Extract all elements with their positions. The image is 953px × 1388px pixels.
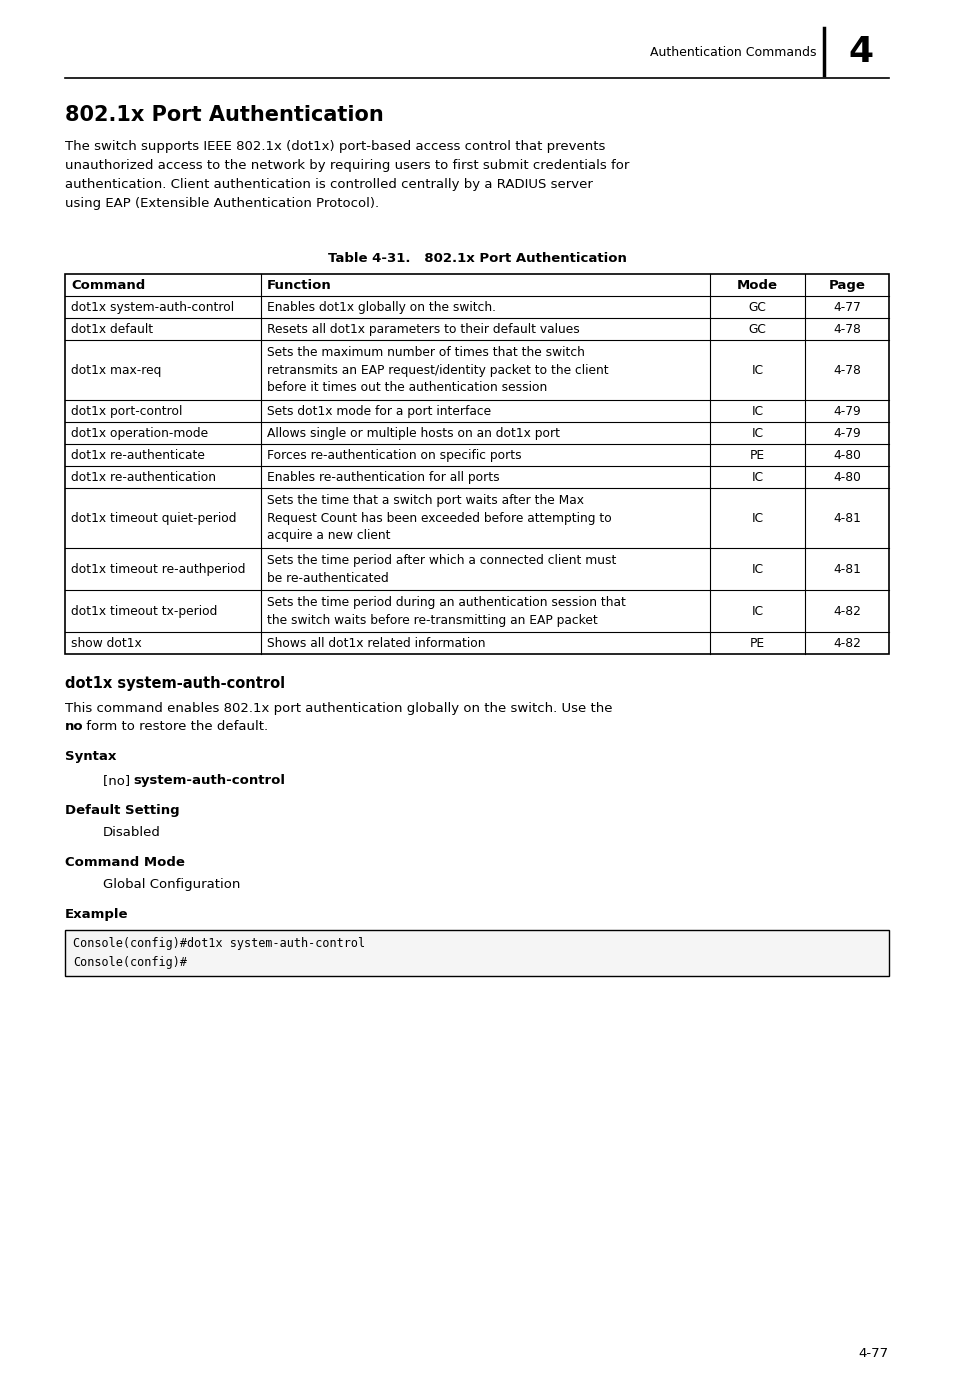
Text: Sets the time period after which a connected client must
be re-authenticated: Sets the time period after which a conne… [267,554,616,584]
Text: This command enables 802.1x port authentication globally on the switch. Use the: This command enables 802.1x port authent… [65,702,612,715]
Text: 4-78: 4-78 [832,364,860,376]
Text: dot1x operation-mode: dot1x operation-mode [71,426,208,440]
Text: IC: IC [751,404,762,418]
Bar [65,273,888,654]
Text: IC: IC [751,426,762,440]
Text: Shows all dot1x related information: Shows all dot1x related information [267,637,485,650]
Text: 4-81: 4-81 [832,562,860,576]
Text: 4-81: 4-81 [832,512,860,525]
Text: 4-77: 4-77 [832,300,860,314]
Text: dot1x re-authentication: dot1x re-authentication [71,471,215,483]
Text: dot1x re-authenticate: dot1x re-authenticate [71,448,205,461]
Text: dot1x system-auth-control: dot1x system-auth-control [65,676,285,691]
Text: Global Configuration: Global Configuration [103,879,240,891]
Text: system-auth-control: system-auth-control [132,775,285,787]
Text: 4-80: 4-80 [832,448,860,461]
Text: PE: PE [749,637,764,650]
Text: dot1x timeout re-authperiod: dot1x timeout re-authperiod [71,562,245,576]
Text: Allows single or multiple hosts on an dot1x port: Allows single or multiple hosts on an do… [267,426,559,440]
Text: Function: Function [267,279,332,291]
Text: dot1x max-req: dot1x max-req [71,364,161,376]
Text: Sets the maximum number of times that the switch
retransmits an EAP request/iden: Sets the maximum number of times that th… [267,346,608,394]
Text: 4-82: 4-82 [832,637,860,650]
Text: dot1x system-auth-control: dot1x system-auth-control [71,300,233,314]
Text: dot1x port-control: dot1x port-control [71,404,182,418]
Text: 4-77: 4-77 [858,1346,888,1360]
Text: dot1x timeout tx-period: dot1x timeout tx-period [71,605,217,618]
Text: IC: IC [751,562,762,576]
Text: Page: Page [827,279,864,291]
Text: show dot1x: show dot1x [71,637,142,650]
Text: Sets dot1x mode for a port interface: Sets dot1x mode for a port interface [267,404,491,418]
Text: 4: 4 [847,35,873,69]
Text: Console(config)#dot1x system-auth-control
Console(config)#: Console(config)#dot1x system-auth-contro… [73,937,365,969]
Text: The switch supports IEEE 802.1x (dot1x) port-based access control that prevents: The switch supports IEEE 802.1x (dot1x) … [65,140,605,153]
Text: Sets the time that a switch port waits after the Max
Request Count has been exce: Sets the time that a switch port waits a… [267,494,611,541]
Text: Table 4-31.   802.1x Port Authentication: Table 4-31. 802.1x Port Authentication [327,253,626,265]
Text: 4-82: 4-82 [832,605,860,618]
Text: 4-79: 4-79 [832,426,860,440]
Text: 4-78: 4-78 [832,322,860,336]
Text: PE: PE [749,448,764,461]
Text: Enables re-authentication for all ports: Enables re-authentication for all ports [267,471,499,483]
Text: GC: GC [748,322,765,336]
Text: 4-79: 4-79 [832,404,860,418]
Text: authentication. Client authentication is controlled centrally by a RADIUS server: authentication. Client authentication is… [65,178,592,192]
Text: form to restore the default.: form to restore the default. [82,720,268,733]
Bar [65,930,888,976]
Text: Resets all dot1x parameters to their default values: Resets all dot1x parameters to their def… [267,322,579,336]
Text: GC: GC [748,300,765,314]
Text: Sets the time period during an authentication session that
the switch waits befo: Sets the time period during an authentic… [267,595,625,626]
Text: Default Setting: Default Setting [65,804,179,818]
Text: 4-80: 4-80 [832,471,860,483]
Text: Authentication Commands: Authentication Commands [650,46,816,58]
Text: Enables dot1x globally on the switch.: Enables dot1x globally on the switch. [267,300,496,314]
Text: Syntax: Syntax [65,750,116,763]
Text: IC: IC [751,364,762,376]
Text: Disabled: Disabled [103,826,161,838]
Text: unauthorized access to the network by requiring users to first submit credential: unauthorized access to the network by re… [65,160,629,172]
Text: no: no [65,720,84,733]
Text: Forces re-authentication on specific ports: Forces re-authentication on specific por… [267,448,521,461]
Text: dot1x default: dot1x default [71,322,153,336]
Text: Example: Example [65,908,129,922]
Text: IC: IC [751,605,762,618]
Text: IC: IC [751,471,762,483]
Text: [no]: [no] [103,775,134,787]
Text: 802.1x Port Authentication: 802.1x Port Authentication [65,105,383,125]
Text: IC: IC [751,512,762,525]
Text: Command Mode: Command Mode [65,856,185,869]
Text: using EAP (Extensible Authentication Protocol).: using EAP (Extensible Authentication Pro… [65,197,378,210]
Text: dot1x timeout quiet-period: dot1x timeout quiet-period [71,512,236,525]
Text: Command: Command [71,279,145,291]
Text: Mode: Mode [737,279,778,291]
